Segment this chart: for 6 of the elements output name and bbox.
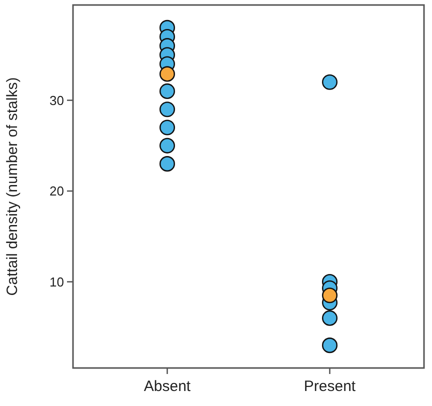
y-tick-label: 20 [50, 184, 64, 199]
x-tick-label: Absent [144, 378, 192, 395]
x-tick-label: Present [304, 378, 356, 395]
y-tick-label: 30 [50, 92, 64, 108]
y-tick-label: 10 [50, 274, 64, 290]
y-axis-title: Cattail density (number of stalks) [4, 77, 21, 296]
